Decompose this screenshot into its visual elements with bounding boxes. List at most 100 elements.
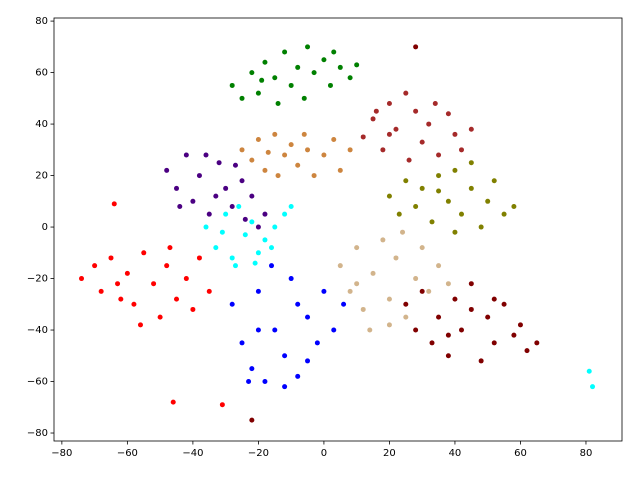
point — [445, 281, 451, 287]
point — [386, 100, 392, 106]
point — [282, 49, 288, 55]
point — [282, 211, 288, 217]
point — [478, 224, 484, 230]
point — [239, 95, 245, 101]
point — [272, 131, 278, 137]
point — [468, 306, 474, 312]
point — [275, 100, 281, 106]
point — [239, 340, 245, 346]
y-tick-label: 20 — [35, 171, 48, 182]
point — [331, 327, 337, 333]
point — [305, 147, 311, 153]
point — [386, 296, 392, 302]
point — [403, 314, 409, 320]
point — [190, 306, 196, 312]
point — [255, 250, 261, 256]
point — [229, 82, 235, 88]
point — [255, 224, 261, 230]
point — [321, 57, 327, 63]
point — [370, 270, 376, 276]
point — [491, 340, 497, 346]
point — [406, 157, 412, 163]
point — [321, 152, 327, 158]
point — [403, 178, 409, 184]
point — [242, 232, 248, 238]
y-tick-label: −20 — [27, 274, 48, 285]
point — [249, 366, 255, 372]
point — [354, 62, 360, 68]
point — [517, 322, 523, 328]
point — [413, 276, 419, 282]
point — [79, 276, 85, 282]
point — [403, 301, 409, 307]
point — [311, 173, 317, 179]
point — [354, 245, 360, 251]
point — [282, 152, 288, 158]
point — [396, 211, 402, 217]
y-tick-label: 0 — [42, 222, 48, 233]
point — [301, 131, 307, 137]
y-tick-label: 80 — [35, 16, 48, 27]
x-tick-label: 0 — [321, 448, 327, 459]
point — [452, 131, 458, 137]
x-tick-label: −40 — [182, 448, 203, 459]
point — [239, 147, 245, 153]
point — [295, 162, 301, 168]
point — [413, 327, 419, 333]
point — [174, 185, 180, 191]
point — [445, 332, 451, 338]
point — [436, 188, 442, 194]
point — [468, 160, 474, 166]
point — [380, 147, 386, 153]
point — [331, 49, 337, 55]
point — [511, 332, 517, 338]
point — [262, 237, 268, 243]
point — [262, 211, 268, 217]
x-tick-label: 80 — [580, 448, 593, 459]
x-tick-label: −80 — [51, 448, 72, 459]
point — [239, 178, 245, 184]
point — [360, 134, 366, 140]
point — [242, 216, 248, 222]
point — [288, 276, 294, 282]
point — [232, 162, 238, 168]
point — [347, 147, 353, 153]
point — [164, 263, 170, 269]
point — [183, 276, 189, 282]
point — [262, 59, 268, 65]
point — [458, 147, 464, 153]
point — [311, 70, 317, 76]
point — [223, 185, 229, 191]
point — [413, 108, 419, 114]
point — [370, 116, 376, 122]
point — [92, 263, 98, 269]
point — [196, 173, 202, 179]
point — [124, 270, 130, 276]
point — [373, 108, 379, 114]
y-tick-label: 40 — [35, 119, 48, 130]
point — [452, 229, 458, 235]
point — [586, 368, 592, 374]
point — [259, 77, 265, 83]
point — [485, 314, 491, 320]
point — [436, 152, 442, 158]
point — [337, 167, 343, 173]
x-tick-label: 60 — [514, 448, 527, 459]
point — [190, 198, 196, 204]
point — [458, 327, 464, 333]
point — [275, 173, 281, 179]
x-tick-label: −20 — [248, 448, 269, 459]
point — [341, 301, 347, 307]
point — [452, 296, 458, 302]
point — [249, 417, 255, 423]
y-tick-label: −80 — [27, 428, 48, 439]
point — [151, 281, 157, 287]
point — [468, 281, 474, 287]
point — [255, 327, 261, 333]
x-tick-label: 40 — [449, 448, 462, 459]
point — [413, 203, 419, 209]
point — [249, 157, 255, 163]
point — [272, 327, 278, 333]
point — [314, 340, 320, 346]
